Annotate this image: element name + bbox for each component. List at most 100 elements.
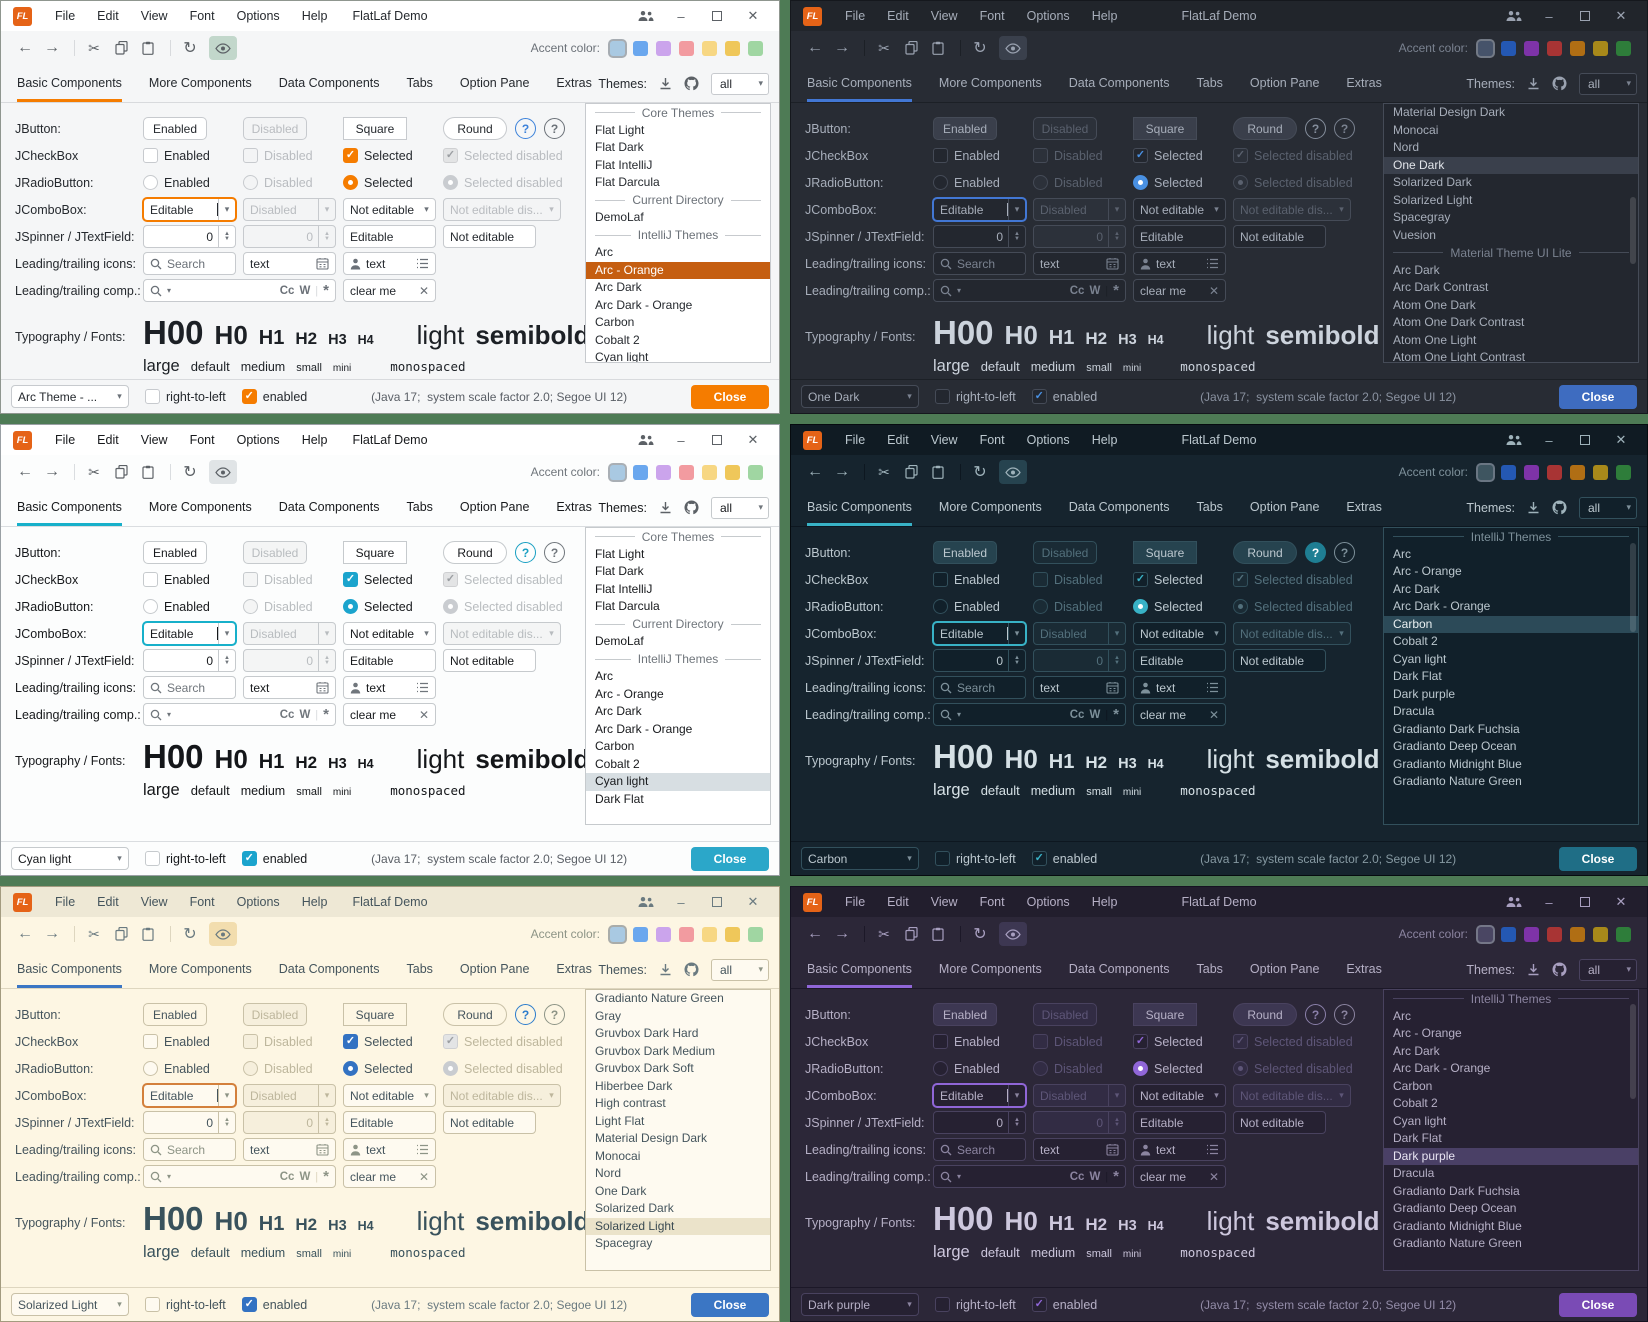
tab-basic-components[interactable]: Basic Components	[807, 65, 912, 102]
clear-icon[interactable]: ✕	[418, 1169, 429, 1184]
cut-icon[interactable]: ✂	[878, 463, 890, 480]
combobox-editable[interactable]: Editable ▾	[932, 621, 1027, 646]
round-button[interactable]: Round	[1233, 541, 1297, 564]
close-button[interactable]: Close	[1559, 1292, 1637, 1317]
github-icon[interactable]	[684, 500, 699, 515]
menu-item[interactable]: File	[55, 895, 76, 909]
spinner-up-icon[interactable]: ▲	[224, 654, 230, 661]
clearable-input[interactable]: clear me ✕	[343, 1165, 436, 1188]
refresh-icon[interactable]: ↻	[973, 464, 987, 481]
menu-item[interactable]: Font	[189, 9, 215, 23]
round-button[interactable]: Round	[1233, 117, 1297, 140]
accent-color-swatch[interactable]	[610, 40, 625, 56]
accent-color-swatch[interactable]	[1524, 40, 1539, 56]
search-icon[interactable]	[150, 285, 162, 297]
refresh-icon[interactable]: ↻	[973, 40, 987, 57]
menu-item[interactable]: Font	[189, 433, 215, 447]
minimize-button[interactable]: –	[677, 894, 685, 910]
theme-list-item[interactable]: Arc Dark - Orange	[1393, 1061, 1491, 1075]
close-button[interactable]: Close	[691, 846, 769, 871]
textfield-editable[interactable]: Editable	[1133, 1111, 1226, 1134]
tab-data-components[interactable]: Data Components	[1068, 76, 1170, 90]
theme-list-item[interactable]: Arc Dark - Orange	[595, 297, 693, 312]
right-to-left-checkbox[interactable]: ✓ right-to-left	[935, 389, 1016, 404]
theme-list-item[interactable]: Atom One Light	[1393, 332, 1477, 347]
theme-list-item[interactable]: Gradianto Deep Ocean	[1393, 739, 1517, 753]
spinner[interactable]: 0 ▲ ▼	[933, 1111, 1026, 1134]
theme-list-item[interactable]: Carbon	[1393, 1078, 1433, 1093]
tab-basic-components[interactable]: Basic Components	[17, 951, 122, 988]
close-button[interactable]: Close	[1559, 384, 1637, 409]
spinner-arrows[interactable]: ▲ ▼	[1008, 226, 1025, 247]
accent-color-swatch[interactable]	[1616, 40, 1631, 56]
theme-list-item[interactable]: Spacegray	[595, 1236, 653, 1250]
theme-list-item[interactable]: Dark Flat	[1393, 669, 1442, 683]
theme-list-item[interactable]: Nord	[1393, 140, 1420, 154]
date-input[interactable]: text	[1033, 676, 1126, 699]
calendar-icon[interactable]	[316, 257, 329, 270]
paste-icon[interactable]	[136, 922, 160, 946]
radio-enabled[interactable]: Enabled	[933, 599, 1000, 614]
checkbox-enabled[interactable]: ✓Enabled	[143, 148, 210, 163]
theme-list-item[interactable]: Gradianto Deep Ocean	[1393, 1201, 1517, 1215]
search-options-input[interactable]: ▾ Cc W | *	[933, 279, 1126, 302]
whole-words-icon[interactable]: W	[1089, 1170, 1101, 1183]
accent-color-swatch[interactable]	[1501, 926, 1516, 942]
theme-filter-combo[interactable]: all ▾	[1579, 72, 1637, 95]
spinner[interactable]: 0 ▲ ▼	[933, 225, 1026, 248]
theme-list-item[interactable]: Dark purple	[1384, 1147, 1638, 1165]
theme-list-item[interactable]: Arc - Orange	[1393, 1026, 1462, 1040]
list-icon[interactable]	[416, 1144, 429, 1155]
list-icon[interactable]	[1206, 682, 1219, 693]
spinner[interactable]: 0 ▲ ▼	[143, 225, 236, 248]
download-icon[interactable]	[1527, 501, 1540, 514]
github-icon[interactable]	[1552, 962, 1567, 977]
chevron-down-icon[interactable]: ▾	[167, 710, 172, 719]
calendar-icon[interactable]	[316, 681, 329, 694]
checkbox-selected[interactable]: ✓ Selected	[343, 1034, 413, 1049]
user-input[interactable]: text	[343, 676, 436, 699]
theme-list-item[interactable]: Gray	[595, 1008, 622, 1023]
maximize-button[interactable]	[1567, 887, 1603, 917]
tab-option-pane[interactable]: Option Pane	[1249, 500, 1320, 514]
theme-list-item[interactable]: Arc - Orange	[595, 686, 664, 701]
theme-list-item[interactable]: Solarized Dark	[595, 1201, 674, 1215]
theme-list-item[interactable]: Cyan light	[595, 350, 649, 363]
spinner-up-icon[interactable]: ▲	[1014, 1116, 1020, 1123]
menu-item[interactable]: Font	[979, 433, 1005, 447]
spinner-up-icon[interactable]: ▲	[1014, 230, 1020, 237]
menu-item[interactable]: Edit	[97, 895, 119, 909]
theme-list-item[interactable]: Monocai	[595, 1148, 641, 1163]
enabled-checkbox[interactable]: ✓ enabled	[241, 851, 307, 866]
theme-list-item[interactable]: Flat IntelliJ	[595, 581, 653, 596]
tab-data-components[interactable]: Data Components	[278, 76, 380, 90]
enabled-checkbox[interactable]: ✓ enabled	[1031, 1297, 1097, 1312]
clearable-input[interactable]: clear me ✕	[1133, 279, 1226, 302]
menu-item[interactable]: Edit	[887, 895, 909, 909]
show-hidden-toggle[interactable]	[999, 922, 1027, 946]
calendar-icon[interactable]	[316, 1143, 329, 1156]
spinner-up-icon[interactable]: ▲	[224, 1116, 230, 1123]
tab-more-components[interactable]: More Components	[938, 962, 1042, 976]
theme-list-item[interactable]: Gradianto Nature Green	[1393, 774, 1522, 788]
user-input[interactable]: text	[343, 252, 436, 275]
paste-icon[interactable]	[926, 36, 950, 60]
date-input[interactable]: text	[243, 1138, 336, 1161]
menu-item[interactable]: Help	[301, 895, 328, 909]
chevron-down-icon[interactable]: ▾	[424, 1090, 429, 1100]
tab-basic-components[interactable]: Basic Components	[807, 489, 912, 526]
github-icon[interactable]	[684, 962, 699, 977]
theme-list-item[interactable]: Arc	[595, 669, 613, 683]
close-window-button[interactable]: ✕	[1615, 894, 1627, 909]
close-window-button[interactable]: ✕	[1615, 8, 1627, 23]
menu-item[interactable]: Font	[979, 9, 1005, 23]
checkbox-selected[interactable]: ✓ Selected	[1133, 572, 1203, 587]
regex-icon[interactable]: *	[323, 1167, 329, 1185]
tab-tabs[interactable]: Tabs	[406, 76, 433, 90]
users-icon[interactable]	[1495, 887, 1531, 917]
users-icon[interactable]	[627, 425, 663, 455]
maximize-button[interactable]	[699, 1, 735, 31]
back-button[interactable]: ←	[17, 39, 33, 56]
checkbox-enabled[interactable]: ✓Enabled	[143, 1034, 210, 1049]
spinner-arrows[interactable]: ▲ ▼	[218, 650, 235, 671]
